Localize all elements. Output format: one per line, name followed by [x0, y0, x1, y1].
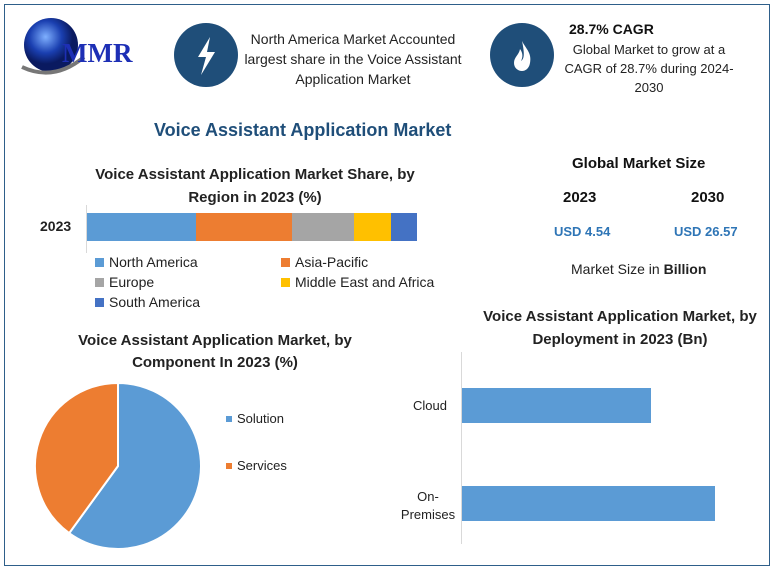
deployment-bar-cloud: [462, 388, 651, 423]
region-segment-middle-east-and-africa: [354, 213, 391, 241]
region-segment-south-america: [390, 213, 417, 241]
legend-swatch: [281, 277, 290, 287]
legend-item: North America: [95, 254, 198, 270]
legend-swatch: [95, 277, 104, 287]
deployment-axis: [461, 352, 462, 544]
logo-text: MMR: [62, 38, 133, 68]
region-chart-title: Voice Assistant Application Market Share…: [95, 166, 415, 206]
component-chart-title: Voice Assistant Application Market, by C…: [78, 332, 352, 371]
frame: [4, 4, 770, 566]
legend-swatch: [95, 297, 104, 307]
deployment-bar-on-premises: [462, 486, 715, 521]
deployment-label-on-premises: On-Premises: [400, 489, 456, 522]
legend-item: Middle East and Africa: [281, 274, 434, 290]
north-america-text: North America Market Accounted largest s…: [244, 31, 462, 87]
region-segment-asia-pacific: [195, 213, 292, 241]
region-category-label: 2023: [40, 218, 72, 234]
market-value-2023: USD 4.54: [554, 224, 611, 239]
legend-item: Asia-Pacific: [281, 254, 368, 270]
legend-label: South America: [109, 294, 201, 310]
lightning-icon: [174, 23, 238, 87]
cagr-text: Global Market to grow at a CAGR of 28.7%…: [564, 42, 734, 95]
pie-slice-solution: [67, 381, 202, 550]
deployment-chart-title: Voice Assistant Application Market, by D…: [483, 308, 757, 348]
legend-item: South America: [95, 294, 200, 310]
mmr-logo: MMR: [14, 12, 164, 87]
region-segment-north-america: [87, 213, 196, 241]
market-value-2030: USD 26.57: [674, 224, 738, 239]
legend-swatch: [95, 257, 104, 267]
market-size-note: Market Size in Billion: [571, 261, 706, 277]
market-note-prefix: Market Size in: [571, 261, 664, 277]
pie-legend-item: Services: [226, 458, 287, 473]
legend-label: Services: [237, 458, 287, 473]
main-title: Voice Assistant Application Market: [154, 120, 452, 140]
deployment-label-cloud: Cloud: [413, 398, 447, 413]
legend-label: Middle East and Africa: [295, 274, 435, 290]
region-stacked-bar: [87, 213, 417, 241]
legend-swatch: [281, 257, 290, 267]
market-size-title: Global Market Size: [572, 155, 706, 172]
legend-label: Asia-Pacific: [295, 254, 369, 270]
flame-icon: [490, 23, 554, 87]
region-axis: [86, 205, 87, 253]
pie-legend-item: Solution: [226, 411, 284, 426]
market-note-unit: Billion: [663, 261, 707, 277]
cagr-title: 28.7% CAGR: [569, 21, 654, 37]
legend-item: Europe: [95, 274, 154, 290]
market-year-2030: 2030: [691, 189, 725, 206]
region-segment-europe: [291, 213, 355, 241]
component-pie: [34, 381, 202, 550]
legend-label: Europe: [109, 274, 155, 290]
legend-swatch: [226, 462, 232, 469]
market-year-2023: 2023: [563, 189, 597, 206]
pie-slice-services: [34, 381, 119, 535]
legend-swatch: [226, 415, 232, 422]
legend-label: Solution: [237, 411, 284, 426]
legend-label: North America: [109, 254, 198, 270]
